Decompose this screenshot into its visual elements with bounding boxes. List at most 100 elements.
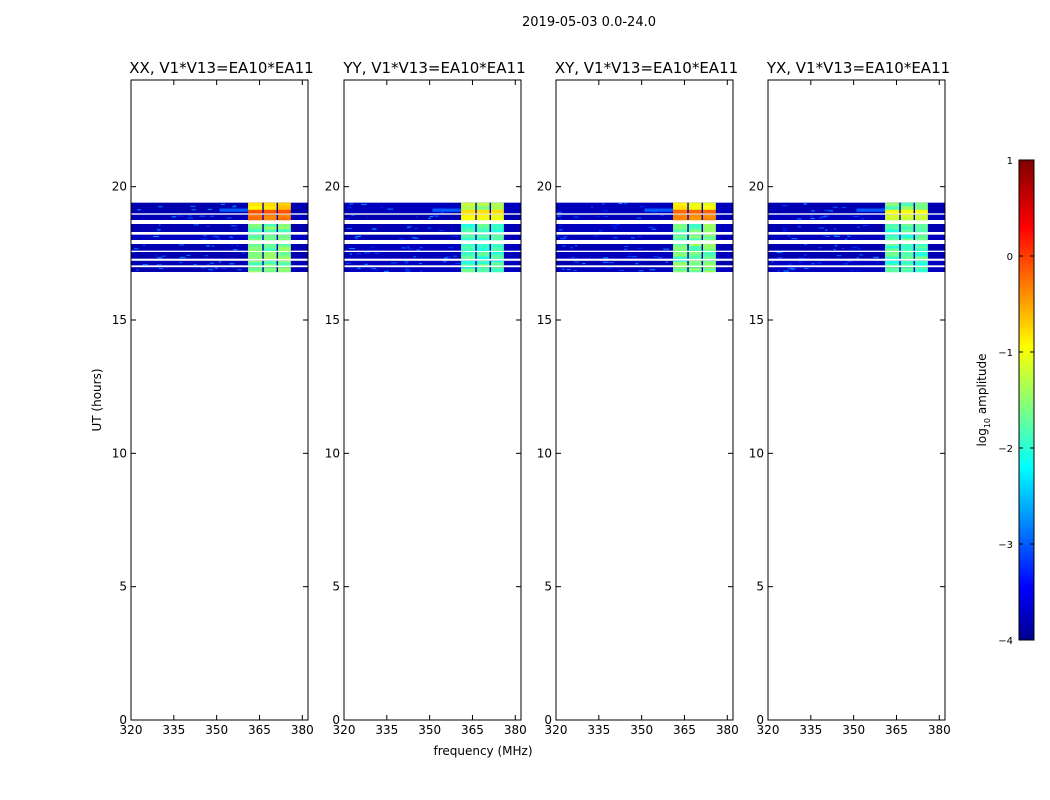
x-axis-label: frequency (MHz) (433, 744, 532, 758)
heatmap-cell (811, 263, 815, 265)
colorbar-tick-label: −3 (998, 540, 1013, 551)
heatmap-cell (413, 237, 420, 239)
heatmap-cell (476, 218, 490, 221)
heatmap-cell (356, 253, 362, 255)
panel-title: XY, V1*V13=EA10*EA11 (555, 59, 738, 77)
heatmap-row (344, 252, 521, 259)
heatmap-cell (632, 256, 637, 258)
heatmap-cell (231, 225, 238, 227)
heatmap-cell (278, 209, 291, 214)
heatmap-cell (876, 261, 879, 263)
heatmap-cell (703, 202, 716, 207)
heatmap-cell (915, 234, 928, 237)
heatmap-cell (207, 268, 214, 270)
heatmap-cell (461, 202, 476, 207)
heatmap-cell (461, 226, 476, 230)
heatmap-cell (236, 245, 239, 247)
heatmap-row (556, 224, 733, 232)
heatmap-cell (383, 270, 389, 272)
heatmap-cell (703, 238, 716, 241)
heatmap-cell (915, 218, 928, 221)
heatmap-row (768, 252, 945, 259)
heatmap-cell (349, 253, 352, 255)
heatmap-cell (263, 209, 277, 214)
heatmap-cell (782, 227, 787, 229)
heatmap-cell (609, 262, 615, 264)
heatmap-cell (637, 247, 643, 249)
heatmap-cell (461, 270, 476, 273)
heatmap-cell (644, 208, 674, 212)
heatmap-cell (817, 262, 822, 264)
heatmap-cell (346, 228, 352, 230)
heatmap-cell (688, 218, 702, 221)
heatmap-cell (673, 226, 688, 230)
heatmap-cell (278, 202, 291, 207)
heatmap-row (556, 234, 733, 240)
heatmap-cell (673, 229, 688, 233)
heatmap-cell (476, 226, 490, 230)
heatmap-cell (131, 252, 136, 254)
heatmap-cell (278, 244, 291, 247)
heatmap-cell (688, 252, 702, 255)
heatmap-cell (278, 224, 291, 227)
heatmap-cell (278, 254, 291, 257)
heatmap-cell (461, 218, 476, 221)
heatmap-cell (207, 208, 212, 210)
heatmap-cell (263, 238, 277, 241)
y-tick-label: 10 (325, 446, 340, 460)
y-tick-label: 20 (749, 180, 764, 194)
heatmap-cell (856, 257, 860, 259)
heatmap-cell (432, 208, 462, 212)
x-tick-label: 350 (842, 723, 865, 737)
heatmap-row (556, 260, 733, 266)
heatmap-cell (596, 216, 600, 218)
heatmap-cell (673, 263, 688, 266)
heatmap-cell (847, 235, 851, 237)
heatmap-cell (232, 206, 236, 208)
heatmap-row (768, 214, 945, 220)
heatmap-cell (453, 255, 457, 257)
heatmap-cell (278, 270, 291, 273)
y-tick-label: 20 (537, 180, 552, 194)
heatmap-cell (407, 248, 413, 250)
heatmap-cell (440, 211, 444, 213)
heatmap-cell (405, 263, 408, 265)
heatmap-cell (703, 216, 716, 219)
heatmap-cell (476, 246, 490, 249)
heatmap-cell (770, 261, 774, 263)
heatmap-cell (688, 246, 702, 249)
heatmap-cell (782, 204, 788, 206)
y-tick-label: 20 (112, 180, 127, 194)
x-tick-label: 320 (757, 723, 780, 737)
heatmap-cell (248, 234, 263, 237)
heatmap-cell (703, 260, 716, 263)
heatmap-cell (900, 252, 914, 255)
heatmap-cell (606, 267, 612, 269)
heatmap-cell (836, 255, 842, 257)
heatmap-cell (915, 214, 928, 217)
x-tick-label: 350 (630, 723, 653, 737)
heatmap-cell (673, 252, 688, 255)
heatmap-cell (703, 214, 716, 217)
heatmap-cell (248, 202, 263, 207)
plot-frame (130, 79, 309, 721)
heatmap-cell (177, 215, 184, 217)
heatmap-cell (673, 246, 688, 249)
heatmap-cell (476, 268, 490, 271)
heatmap-row (556, 252, 733, 259)
heatmap-cell (810, 210, 816, 212)
x-tick-label: 335 (587, 723, 610, 737)
heatmap-cell (688, 214, 702, 217)
heatmap-cell (136, 269, 139, 271)
heatmap-cell (419, 263, 422, 265)
heatmap-cell (900, 244, 914, 247)
heatmap-cell (404, 268, 410, 270)
heatmap-cell (491, 246, 504, 249)
heatmap-cell (602, 210, 608, 212)
heatmap-cell (599, 230, 603, 232)
panel-3: 320 335 350 365 380 0 5 10 15 20 XY, V1*V13=EA10*E… (537, 59, 739, 737)
heatmap-cell (688, 206, 702, 211)
heatmap-cell (665, 261, 668, 263)
heatmap-cell (688, 224, 702, 227)
heatmap-cell (611, 225, 616, 227)
